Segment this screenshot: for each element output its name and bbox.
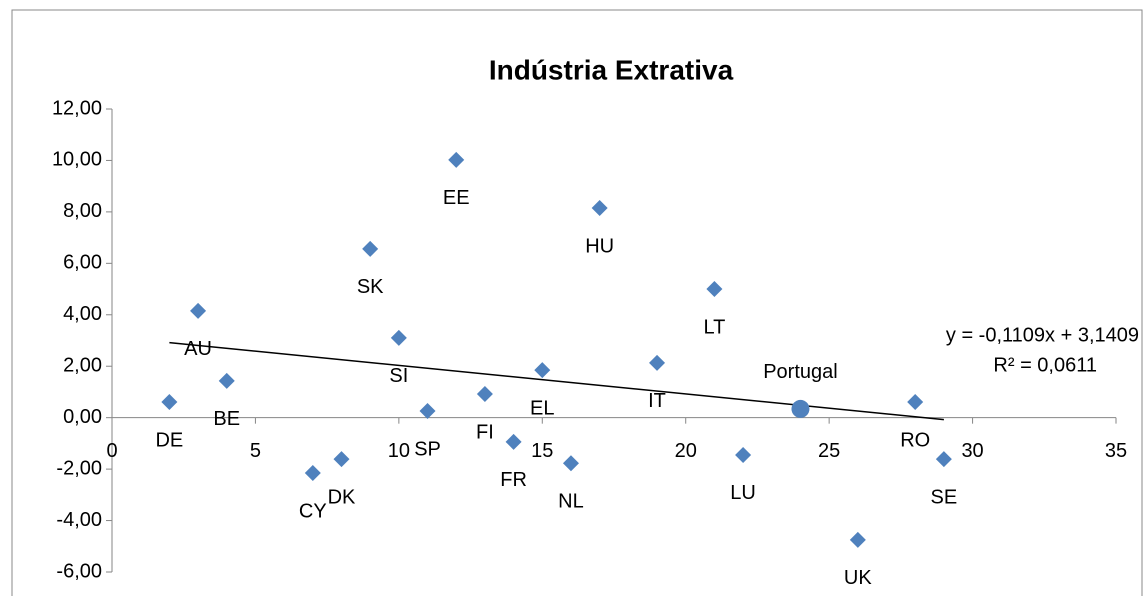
point [907, 393, 924, 410]
y-tick-label: 10,00 [52, 149, 102, 171]
point-label: Portugal [763, 361, 838, 383]
point [218, 372, 235, 389]
point [190, 302, 207, 319]
point [333, 451, 350, 468]
point-label: UK [844, 567, 872, 589]
point [362, 240, 379, 257]
point-label: DK [328, 486, 356, 508]
point-label: AU [184, 338, 212, 360]
x-tick-label: 30 [961, 440, 983, 462]
x-tick-label: 10 [388, 440, 410, 462]
point-label: SI [389, 365, 408, 387]
point [591, 200, 608, 217]
point-label: DE [155, 429, 183, 451]
trendline [169, 341, 944, 421]
point [304, 464, 321, 481]
trendline-r2: R² = 0,0611 [993, 354, 1097, 376]
point [706, 281, 723, 298]
point [735, 446, 752, 463]
point-label: LT [703, 316, 725, 338]
y-tick-label: 2,00 [63, 355, 102, 377]
point-label: HU [585, 235, 614, 257]
y-tick-label: 6,00 [63, 252, 102, 274]
point [505, 433, 522, 450]
y-tick-label: -2,00 [56, 457, 102, 479]
point-label: CY [299, 500, 327, 522]
chart-title: Indústria Extrativa [489, 54, 734, 85]
point-label: EL [530, 397, 554, 419]
point-label: NL [558, 490, 584, 512]
y-tick-label: 4,00 [63, 303, 102, 325]
point [390, 329, 407, 346]
point [562, 455, 579, 472]
x-tick-label: 0 [106, 440, 117, 462]
point-label: SP [414, 438, 441, 460]
x-tick-label: 15 [531, 440, 553, 462]
point [791, 399, 810, 418]
chart-frame [11, 9, 1143, 596]
point-label: FI [476, 421, 494, 443]
y-tick-label: 0,00 [63, 406, 102, 428]
x-tick-label: 20 [675, 440, 697, 462]
point [476, 386, 493, 403]
y-tick-label: -6,00 [56, 560, 102, 582]
point [649, 354, 666, 371]
point [448, 151, 465, 168]
x-tick-label: 25 [818, 440, 840, 462]
point-label: LU [730, 482, 756, 504]
y-tick-label: -4,00 [56, 509, 102, 531]
y-tick-label: 12,00 [52, 97, 102, 119]
point-label: RO [900, 429, 930, 451]
x-tick-label: 35 [1105, 440, 1127, 462]
point [161, 393, 178, 410]
point-label: FR [500, 469, 527, 491]
point-label: BE [213, 408, 240, 430]
point-label: SK [357, 276, 384, 298]
point [849, 531, 866, 548]
point [935, 451, 952, 468]
trendline-equation: y = -0,1109x + 3,1409 [946, 324, 1139, 346]
x-tick-label: 5 [250, 440, 261, 462]
point-label: IT [648, 390, 666, 412]
point-label: EE [443, 187, 470, 209]
point-label: SE [931, 486, 958, 508]
y-tick-label: 8,00 [63, 200, 102, 222]
point [419, 402, 436, 419]
point [534, 362, 551, 379]
